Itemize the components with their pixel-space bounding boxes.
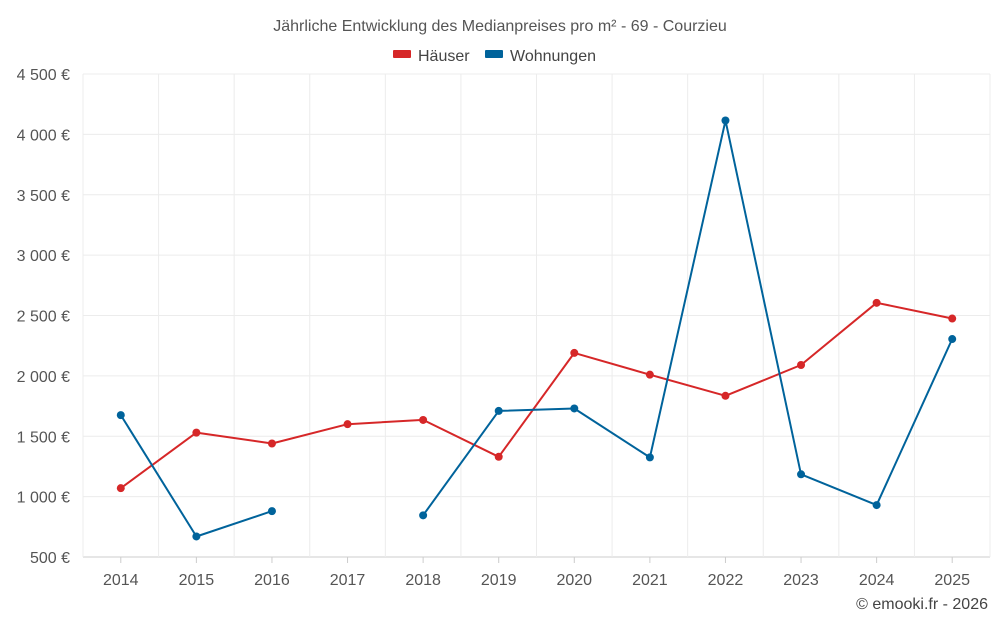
y-tick-label: 1 500 € [17, 429, 70, 446]
y-tick-label: 500 € [30, 550, 70, 567]
legend-item-haeuser[interactable]: Häuser [393, 48, 470, 65]
y-tick-label: 4 000 € [17, 127, 70, 144]
y-tick-label: 3 000 € [17, 248, 70, 265]
x-tick-label: 2014 [103, 572, 139, 589]
x-tick-label: 2024 [859, 572, 895, 589]
y-tick-label: 2 000 € [17, 369, 70, 386]
y-axis-ticks: 4 500 € 4 000 € 3 500 € 3 000 € 2 500 € 2 000… [17, 67, 70, 567]
y-tick-label: 1 000 € [17, 490, 70, 507]
y-tick-label: 3 500 € [17, 188, 70, 205]
data-point-haeuser[interactable] [948, 314, 957, 323]
legend-swatch-haeuser [393, 50, 411, 58]
x-tick-label: 2017 [330, 572, 366, 589]
series-group [116, 116, 957, 541]
x-tick-label: 2020 [556, 572, 592, 589]
x-tick-label: 2016 [254, 572, 290, 589]
data-point-wohnungen[interactable] [948, 335, 957, 344]
data-point-wohnungen[interactable] [645, 453, 654, 462]
data-point-haeuser[interactable] [116, 484, 125, 493]
data-point-haeuser[interactable] [645, 370, 654, 379]
data-point-haeuser[interactable] [343, 420, 352, 429]
x-tick-label: 2022 [708, 572, 744, 589]
data-point-haeuser[interactable] [494, 452, 503, 461]
x-tick-label: 2019 [481, 572, 517, 589]
chart-title: Jährliche Entwicklung des Medianpreises … [273, 18, 727, 35]
data-point-haeuser[interactable] [192, 428, 201, 437]
data-point-wohnungen[interactable] [570, 404, 579, 413]
data-point-haeuser[interactable] [797, 361, 806, 370]
legend-swatch-wohnungen [485, 50, 503, 58]
data-point-wohnungen[interactable] [419, 511, 428, 520]
data-point-haeuser[interactable] [570, 348, 579, 357]
legend-item-wohnungen[interactable]: Wohnungen [485, 48, 596, 65]
x-tick-label: 2018 [405, 572, 441, 589]
data-point-wohnungen[interactable] [494, 406, 503, 415]
x-tick-label: 2021 [632, 572, 668, 589]
x-axis-ticks: 2014 2015 2016 2017 2018 2019 2020 2021 2022 2023… [103, 557, 970, 589]
data-point-haeuser[interactable] [419, 415, 428, 424]
data-point-haeuser[interactable] [721, 391, 730, 400]
data-point-wohnungen[interactable] [872, 501, 881, 510]
credit: © emooki.fr - 2026 [856, 596, 988, 613]
x-tick-label: 2023 [783, 572, 819, 589]
data-point-wohnungen[interactable] [192, 532, 201, 541]
y-tick-label: 2 500 € [17, 309, 70, 326]
data-point-wohnungen[interactable] [797, 470, 806, 479]
legend-label-wohnungen: Wohnungen [510, 48, 596, 65]
legend: Häuser Wohnungen [393, 48, 596, 65]
data-point-wohnungen[interactable] [267, 507, 276, 516]
data-point-wohnungen[interactable] [116, 411, 125, 420]
data-point-haeuser[interactable] [267, 439, 276, 448]
grid [82, 73, 991, 558]
x-tick-label: 2025 [934, 572, 970, 589]
series-line-haeuser [120, 301, 953, 490]
data-point-haeuser[interactable] [872, 298, 881, 307]
x-tick-label: 2015 [179, 572, 215, 589]
legend-label-haeuser: Häuser [418, 48, 470, 65]
data-point-wohnungen[interactable] [721, 116, 730, 125]
y-tick-label: 4 500 € [17, 67, 70, 84]
